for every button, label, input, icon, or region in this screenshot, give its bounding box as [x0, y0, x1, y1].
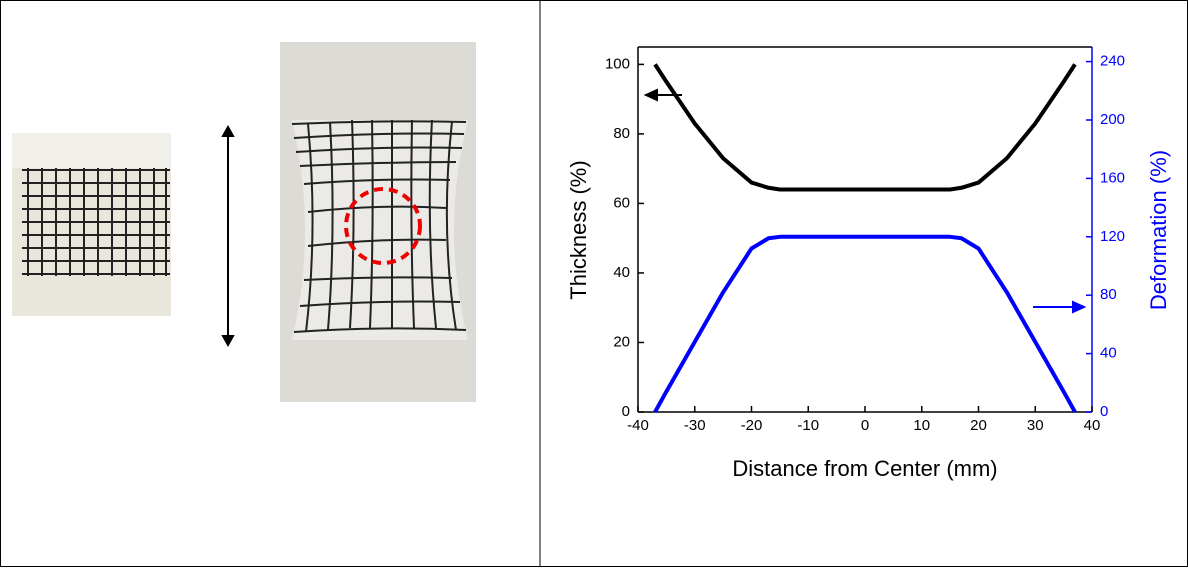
right-arrow [1033, 300, 1087, 314]
x-tick-label: 10 [913, 417, 930, 434]
y2-tick-label: 40 [1100, 345, 1117, 362]
y-tick-label: 80 [613, 125, 630, 142]
y2-tick-label: 200 [1100, 111, 1125, 128]
plot: Thickness (%) Deformation (%) Distance f… [566, 46, 1171, 481]
x-tick-label: -30 [684, 417, 706, 434]
x-axis-label: Distance from Center (mm) [732, 456, 997, 481]
y-tick-label: 0 [622, 403, 630, 420]
y2-tick-label: 80 [1100, 286, 1117, 303]
y-tick-label: 60 [613, 194, 630, 211]
series-line [653, 63, 1077, 192]
x-tick-label: 40 [1084, 417, 1101, 434]
y2-axis-label: Deformation (%) [1146, 150, 1171, 310]
sample-before [12, 133, 171, 316]
x-tick-label: -20 [741, 417, 763, 434]
y-tick-label: 40 [613, 264, 630, 281]
x-tick-label: -40 [627, 417, 649, 434]
y2-tick-label: 120 [1100, 228, 1125, 245]
y-tick-label: 100 [605, 55, 630, 72]
x-tick-label: 0 [861, 417, 869, 434]
y2-tick-label: 160 [1100, 169, 1125, 186]
stretch-arrow [221, 124, 235, 348]
y-axis-label: Thickness (%) [566, 160, 591, 299]
x-tick-label: -10 [797, 417, 819, 434]
y-tick-label: 20 [613, 333, 630, 350]
sample-after [280, 42, 476, 402]
x-tick-label: 30 [1027, 417, 1044, 434]
series-line [653, 234, 1077, 413]
x-tick-label: 20 [970, 417, 987, 434]
y2-tick-label: 0 [1100, 403, 1108, 420]
y2-tick-label: 240 [1100, 53, 1125, 70]
